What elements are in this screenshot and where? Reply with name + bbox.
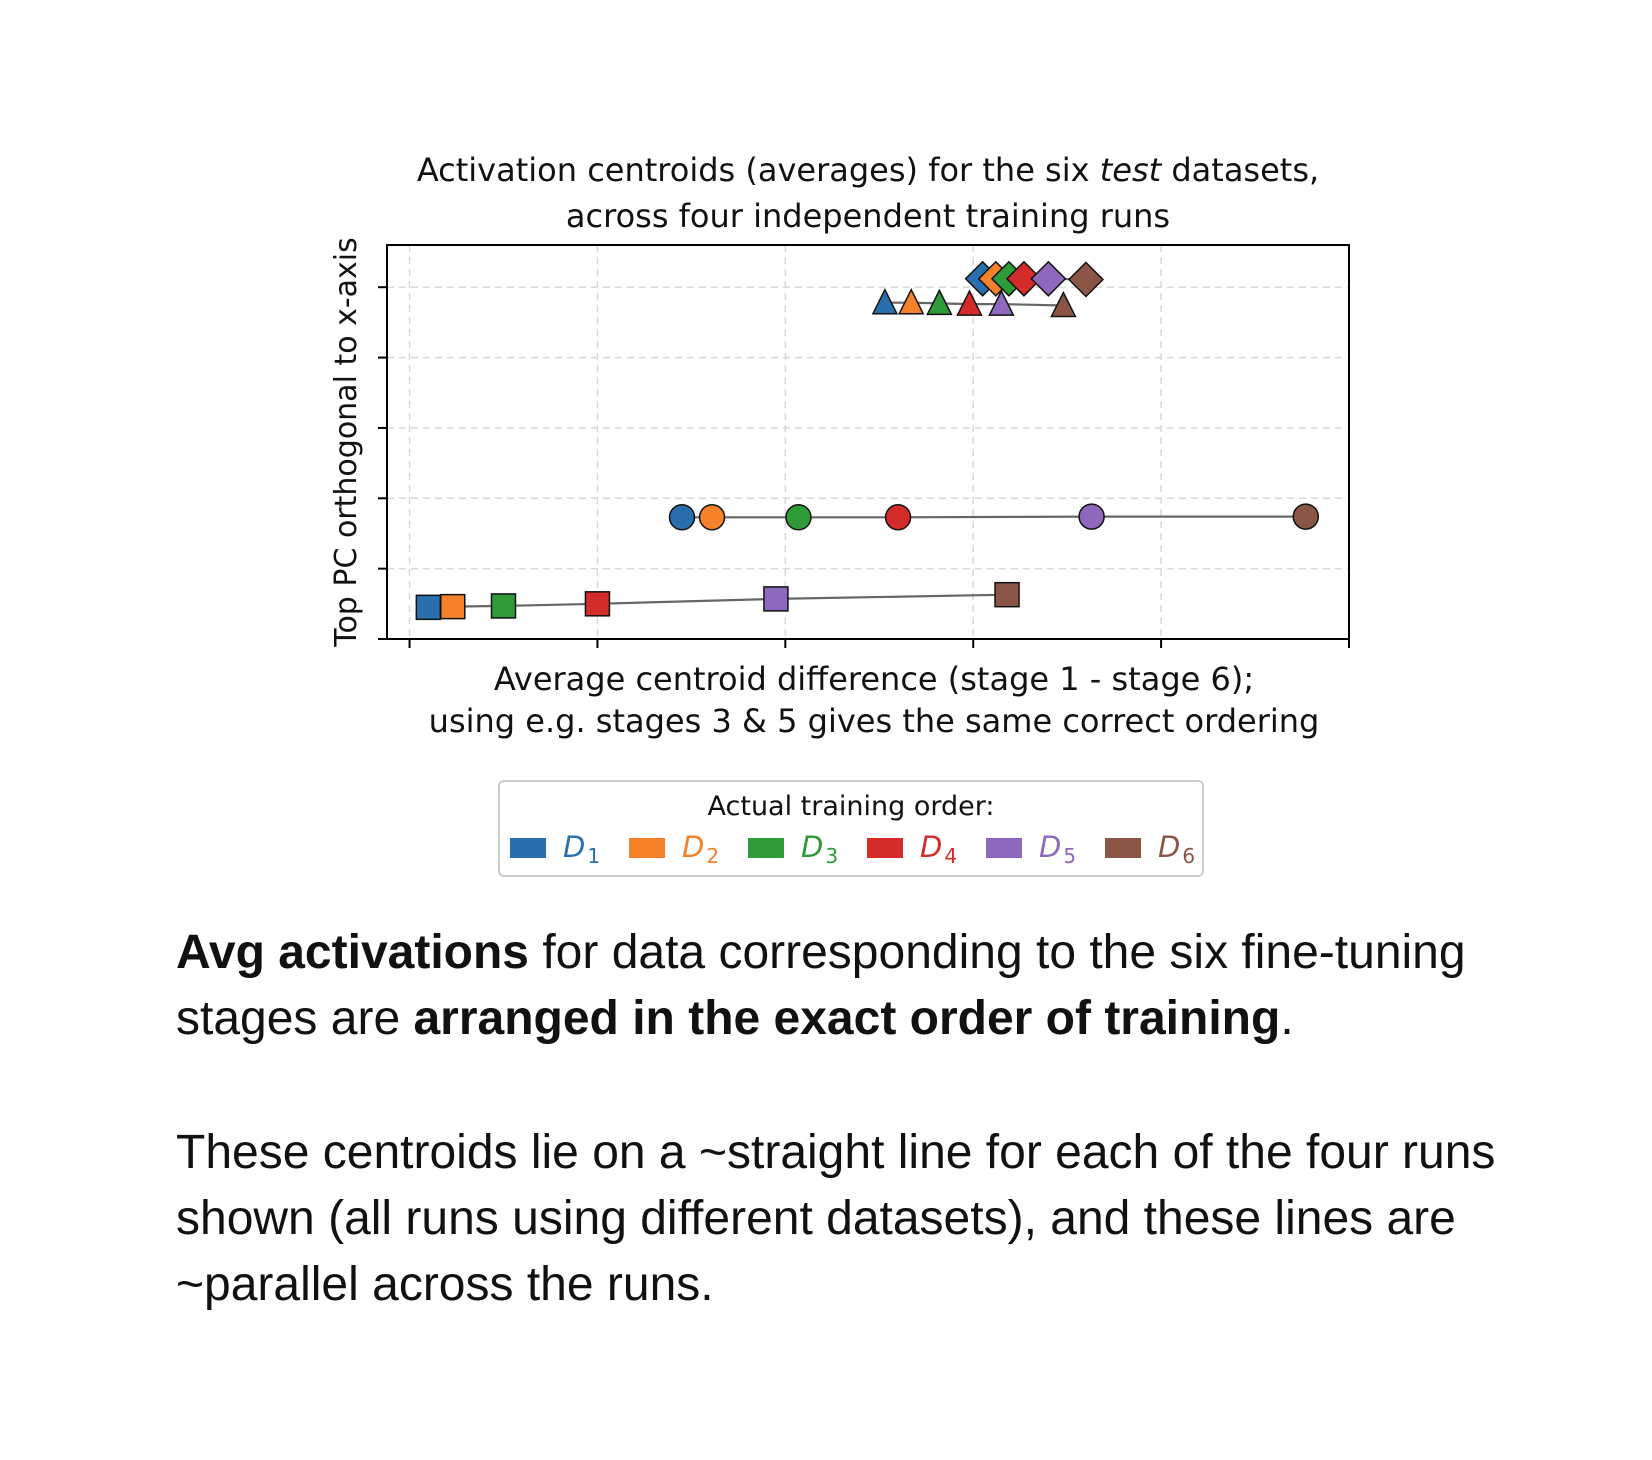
diamond-point-d4 [1005, 260, 1043, 297]
diamond-point-d6 [1067, 261, 1105, 298]
x-axis-label-line2: using e.g. stages 3 & 5 gives the same c… [429, 702, 1320, 740]
chart-title-line1: Activation centroids (averages) for the … [417, 151, 1319, 189]
caption-paragraph-1: Avg activations for data corresponding t… [176, 920, 1596, 1052]
series-lines [428, 277, 1306, 609]
legend-box [498, 780, 1204, 877]
square-point-d6 [994, 581, 1020, 608]
triangle-point-d2 [898, 288, 925, 315]
circle-point-d4 [884, 504, 912, 531]
legend-title: Actual training order: [708, 791, 995, 822]
y-axis-label: Top PC orthogonal to x-axis [329, 237, 364, 648]
triangle-point-d1 [871, 288, 899, 315]
plot-frame [386, 244, 1350, 640]
triangle-point-d3 [926, 288, 953, 316]
chart-title-line2: across four independent training runs [566, 197, 1170, 235]
series-line-circle [682, 515, 1306, 519]
axis-ticks [378, 286, 1350, 648]
circle-point-d1 [668, 504, 696, 531]
legend-swatch-d1 [510, 838, 546, 858]
caption-text-1: for data corresponding to the six fine-t… [176, 926, 1466, 1045]
triangle-point-d5 [988, 289, 1015, 316]
caption-bold-1: Avg activations [176, 926, 529, 979]
legend-swatch-d5 [986, 838, 1022, 858]
legend-swatch-d4 [867, 838, 903, 858]
square-point-d1 [415, 594, 442, 621]
scatter-chart: Activation centroids (averages) for the … [329, 151, 1350, 877]
square-point-d5 [763, 586, 789, 612]
square-point-d2 [440, 593, 466, 620]
triangle-point-d4 [956, 289, 983, 316]
data-points [415, 260, 1320, 621]
legend-swatch-d3 [748, 838, 784, 858]
legend-swatch-d2 [629, 838, 665, 858]
caption-paragraph-2: These centroids lie on a ~straight line … [176, 1126, 1496, 1311]
circle-point-d6 [1292, 503, 1320, 530]
square-point-d3 [490, 593, 517, 619]
legend-swatch-d6 [1105, 838, 1141, 858]
caption-text-2: . [1280, 992, 1294, 1045]
circle-point-d5 [1078, 503, 1105, 530]
diamond-point-d5 [1030, 260, 1067, 297]
grid [387, 245, 1350, 640]
circle-point-d2 [698, 504, 726, 531]
caption-bold-2: arranged in the exact order of training [413, 992, 1281, 1045]
x-axis-label-line1: Average centroid difference (stage 1 - s… [494, 660, 1254, 698]
square-point-d4 [584, 591, 611, 617]
triangle-point-d6 [1050, 290, 1077, 318]
circle-point-d3 [785, 504, 812, 531]
